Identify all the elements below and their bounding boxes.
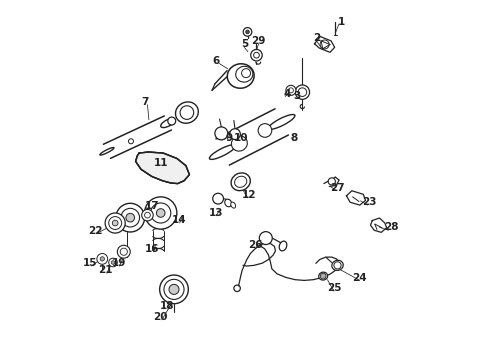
Circle shape [245,30,249,34]
Circle shape [320,273,326,279]
Text: 29: 29 [251,36,266,46]
Circle shape [213,193,223,204]
Circle shape [151,203,171,223]
Polygon shape [136,152,190,184]
Circle shape [145,197,177,229]
Circle shape [286,85,296,95]
Ellipse shape [100,148,114,155]
Text: 24: 24 [352,273,367,283]
Ellipse shape [175,102,198,123]
Circle shape [126,213,135,222]
Text: 10: 10 [233,133,248,143]
Ellipse shape [227,64,254,88]
Circle shape [328,178,335,185]
Text: 6: 6 [213,56,220,66]
Circle shape [164,279,184,300]
Ellipse shape [209,145,236,159]
Circle shape [128,139,133,144]
Text: 27: 27 [330,183,345,193]
Circle shape [145,212,150,218]
Text: 9: 9 [225,133,232,143]
Circle shape [230,129,240,139]
Text: 4: 4 [284,89,291,99]
Ellipse shape [231,136,247,151]
Ellipse shape [236,66,253,82]
Text: 8: 8 [291,133,298,143]
Ellipse shape [318,272,328,280]
Circle shape [116,203,145,232]
Circle shape [109,217,122,229]
Circle shape [105,213,125,233]
Text: 1: 1 [338,17,345,27]
Circle shape [169,284,179,294]
Text: 19: 19 [112,258,126,268]
Text: 15: 15 [83,258,98,268]
Circle shape [295,85,310,99]
Circle shape [215,127,228,140]
Circle shape [112,220,118,226]
Ellipse shape [168,117,176,125]
Text: 23: 23 [363,197,377,207]
Text: 12: 12 [242,190,256,200]
Ellipse shape [161,118,175,127]
Ellipse shape [180,106,194,120]
Circle shape [142,210,153,221]
Text: 11: 11 [153,158,168,168]
Ellipse shape [225,199,232,207]
Text: 2: 2 [313,33,320,43]
Circle shape [120,248,127,255]
Ellipse shape [258,123,272,137]
Circle shape [156,209,165,217]
Text: 17: 17 [145,201,160,211]
Circle shape [100,257,104,261]
Ellipse shape [231,173,250,191]
Circle shape [121,208,140,227]
Text: 5: 5 [242,40,248,49]
Text: 21: 21 [98,265,113,275]
Text: 28: 28 [384,222,398,232]
Text: 7: 7 [141,97,148,107]
Circle shape [117,245,130,258]
Text: 18: 18 [160,301,174,311]
Text: 20: 20 [153,312,168,322]
Circle shape [298,88,307,96]
Ellipse shape [231,202,236,208]
Circle shape [97,253,108,264]
Circle shape [254,52,259,58]
Circle shape [251,49,262,61]
Ellipse shape [269,114,295,129]
Circle shape [334,262,341,269]
Text: 14: 14 [172,215,186,225]
Ellipse shape [242,69,250,78]
Text: 13: 13 [208,208,223,218]
Ellipse shape [332,260,343,270]
Text: 3: 3 [294,91,301,101]
Circle shape [160,275,188,304]
Ellipse shape [235,176,247,187]
Circle shape [111,261,115,264]
Circle shape [289,88,294,93]
Ellipse shape [279,241,287,251]
Circle shape [243,28,252,36]
Text: 25: 25 [327,283,341,293]
Circle shape [259,231,272,244]
Text: 16: 16 [145,244,160,254]
Text: 22: 22 [88,226,102,236]
Circle shape [109,258,117,267]
Text: 26: 26 [248,240,262,250]
